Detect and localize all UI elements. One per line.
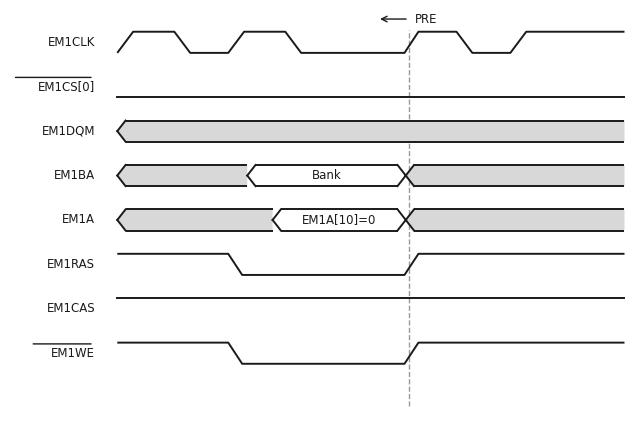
Polygon shape (406, 165, 624, 186)
Text: EM1CAS: EM1CAS (46, 302, 95, 315)
Text: EM1RAS: EM1RAS (47, 258, 95, 271)
Polygon shape (117, 209, 273, 231)
Text: EM1CLK: EM1CLK (48, 36, 95, 49)
Text: EM1BA: EM1BA (54, 169, 95, 182)
Polygon shape (117, 121, 624, 142)
Text: EM1CS[0]: EM1CS[0] (38, 80, 95, 93)
Text: Bank: Bank (312, 169, 341, 182)
Polygon shape (406, 209, 624, 231)
Text: EM1WE: EM1WE (51, 347, 95, 360)
Text: EM1A[10]=0: EM1A[10]=0 (302, 214, 377, 226)
Text: EM1A: EM1A (62, 214, 95, 226)
Polygon shape (117, 165, 247, 186)
Text: EM1DQM: EM1DQM (42, 125, 95, 137)
Text: PRE: PRE (415, 13, 437, 25)
